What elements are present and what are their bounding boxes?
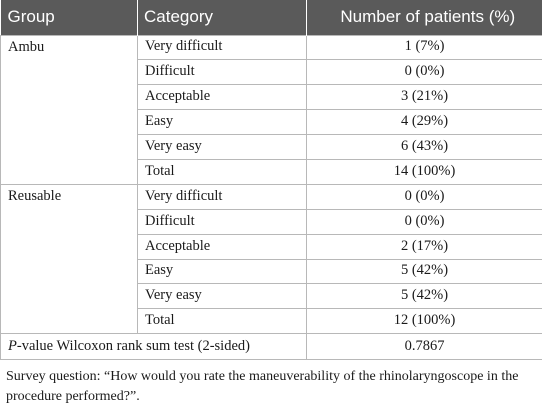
table-footnote: Survey question: “How would you rate the… — [6, 369, 519, 404]
category-cell: Acceptable — [137, 233, 307, 260]
header-row: Group Category Number of patients (%) — [0, 0, 542, 35]
table-row: Easy 5 (42%) — [1, 258, 542, 285]
value-cell: 4 (29%) — [306, 109, 542, 136]
category-cell: Very difficult — [137, 34, 307, 61]
header-category: Category — [137, 0, 307, 35]
pvalue-label-rest: -value Wilcoxon rank sum test (2-sided) — [16, 337, 250, 354]
pvalue-label-italic: P — [8, 337, 17, 354]
table-row: Total 12 (100%) — [1, 308, 542, 335]
table-row: Total 14 (100%) — [1, 158, 542, 185]
group-name-ambu: Ambu — [0, 34, 138, 185]
value-cell: 6 (43%) — [306, 134, 542, 160]
table-row: Very easy 6 (43%) — [1, 134, 542, 160]
category-cell: Easy — [137, 109, 307, 136]
category-cell: Total — [137, 158, 307, 185]
table-row: Difficult 0 (0%) — [1, 59, 542, 86]
value-cell: 2 (17%) — [306, 233, 542, 260]
category-cell: Difficult — [137, 208, 307, 235]
value-cell: 5 (42%) — [306, 283, 542, 310]
pvalue-row: P-value Wilcoxon rank sum test (2-sided)… — [0, 333, 542, 361]
header-number-of-patients: Number of patients (%) — [306, 0, 542, 35]
table-row: Reusable Very difficult 0 (0%) — [0, 183, 542, 335]
value-cell: 5 (42%) — [306, 258, 542, 285]
value-cell: 1 (7%) — [306, 34, 542, 61]
value-cell: 14 (100%) — [306, 158, 542, 185]
table-row: Acceptable 3 (21%) — [1, 84, 542, 111]
value-cell: 0 (0%) — [306, 59, 542, 86]
pvalue-value: 0.7867 — [306, 333, 542, 361]
table-row: Acceptable 2 (17%) — [1, 233, 542, 260]
category-cell: Very easy — [137, 283, 307, 310]
value-cell: 3 (21%) — [306, 84, 542, 111]
category-cell: Very difficult — [137, 183, 307, 210]
group-name-reusable: Reusable — [0, 183, 138, 335]
header-group: Group — [0, 0, 138, 35]
category-cell: Acceptable — [137, 84, 307, 111]
category-cell: Total — [137, 308, 307, 335]
value-cell: 0 (0%) — [306, 208, 542, 235]
table-row: Difficult 0 (0%) — [1, 208, 542, 235]
value-cell: 12 (100%) — [306, 308, 542, 335]
pvalue-label: P-value Wilcoxon rank sum test (2-sided) — [0, 333, 307, 361]
results-table: Group Category Number of patients (%) Am… — [0, 0, 542, 361]
category-cell: Difficult — [137, 59, 307, 86]
table-row: Ambu Very difficult 1 (7%) — [0, 34, 542, 185]
value-cell: 0 (0%) — [306, 183, 542, 210]
category-cell: Easy — [137, 258, 307, 285]
category-cell: Very easy — [137, 134, 307, 160]
table-row: Easy 4 (29%) — [1, 109, 542, 136]
